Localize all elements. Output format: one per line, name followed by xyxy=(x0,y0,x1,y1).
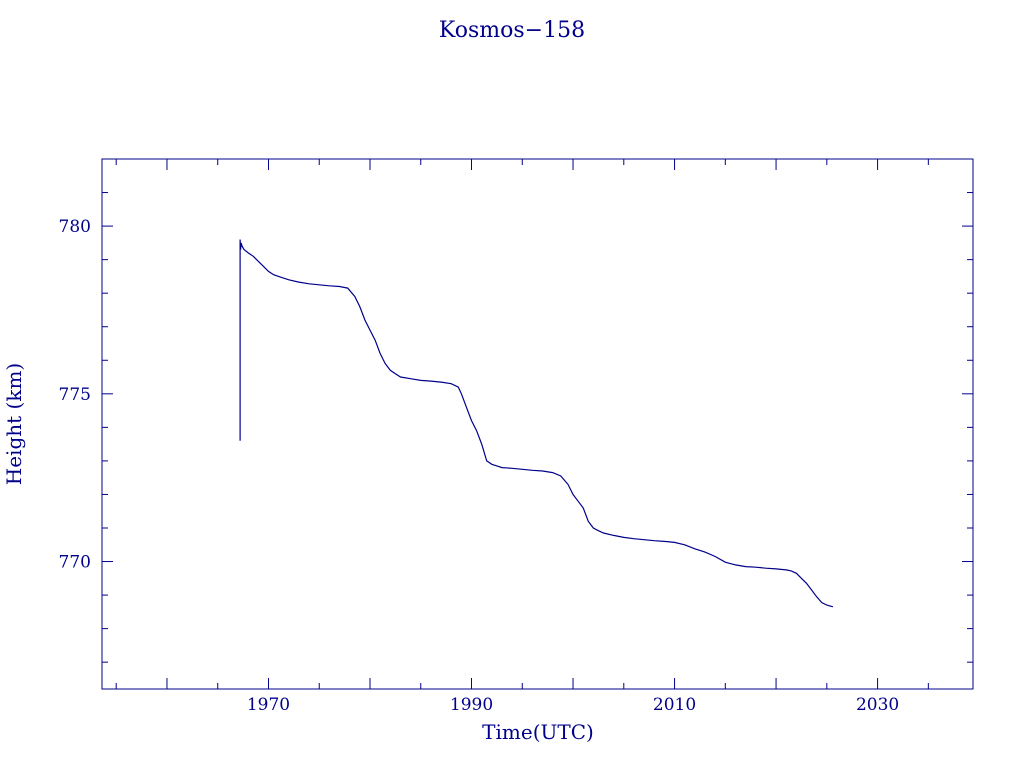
x-axis-label: Time(UTC) xyxy=(482,720,594,744)
chart-title: Kosmos−158 xyxy=(439,18,585,43)
x-tick-label: 1970 xyxy=(247,695,290,715)
x-tick-label: 2030 xyxy=(856,695,899,715)
x-tick-label: 2010 xyxy=(653,695,696,715)
axis-ticks xyxy=(102,158,973,689)
series-line xyxy=(239,239,834,608)
y-axis-label: Height (km) xyxy=(2,363,26,485)
x-tick-label: 1990 xyxy=(450,695,493,715)
y-tick-label: 770 xyxy=(59,553,91,573)
tick-labels: 1970 1990 2010 2030 770 775 780 xyxy=(59,217,900,715)
y-tick-label: 780 xyxy=(59,217,91,237)
plot-frame xyxy=(101,158,974,690)
y-tick-label: 775 xyxy=(59,385,91,405)
